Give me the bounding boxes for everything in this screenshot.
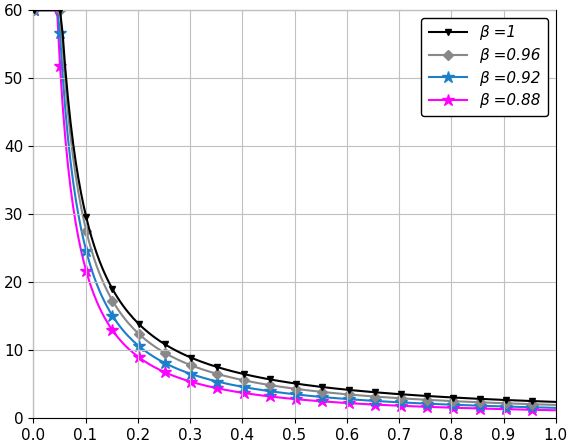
β =1 xyxy=(553,399,559,405)
β =0.96 xyxy=(508,401,515,406)
β =0.92 xyxy=(553,405,559,410)
β =0.88 xyxy=(169,373,176,378)
β =0.88 xyxy=(30,8,37,13)
β =0.92 xyxy=(62,106,69,112)
β =0.92 xyxy=(30,8,37,13)
β =0.96 xyxy=(553,402,559,408)
β =0.96 xyxy=(169,354,176,360)
β =0.96 xyxy=(51,8,58,13)
β =0.92 xyxy=(51,8,58,13)
Line: β =0.92: β =0.92 xyxy=(27,4,562,414)
β =1 xyxy=(128,313,134,318)
β =0.88 xyxy=(128,348,134,354)
β =0.96 xyxy=(128,323,134,329)
β =0.88 xyxy=(553,408,559,413)
β =0.88 xyxy=(51,8,58,13)
β =0.92 xyxy=(128,336,134,342)
Line: β =0.88: β =0.88 xyxy=(27,4,562,417)
Line: β =1: β =1 xyxy=(30,7,559,405)
β =0.88 xyxy=(62,135,69,141)
β =0.92 xyxy=(508,404,515,409)
β =1 xyxy=(526,398,533,404)
β =0.96 xyxy=(62,79,69,84)
β =0.88 xyxy=(526,407,533,413)
β =1 xyxy=(51,8,58,13)
β =1 xyxy=(30,8,37,13)
β =1 xyxy=(508,397,515,403)
β =0.92 xyxy=(169,364,176,370)
β =1 xyxy=(169,346,176,351)
β =0.96 xyxy=(526,401,533,407)
β =0.88 xyxy=(508,407,515,412)
Legend: β =1, β =0.96, β =0.92, β =0.88: β =1, β =0.96, β =0.92, β =0.88 xyxy=(421,18,548,116)
β =0.96 xyxy=(30,8,37,13)
β =1 xyxy=(62,66,69,71)
β =0.92 xyxy=(526,405,533,410)
Line: β =0.96: β =0.96 xyxy=(30,7,559,409)
